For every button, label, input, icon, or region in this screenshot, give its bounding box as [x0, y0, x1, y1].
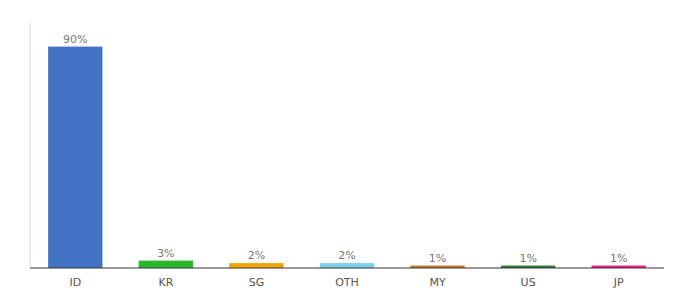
data-label: 1%	[429, 252, 446, 265]
y-axis-line	[30, 22, 31, 268]
data-label: 1%	[519, 252, 536, 265]
x-tick-label: JP	[613, 276, 624, 289]
x-tick-label: OTH	[335, 276, 359, 289]
bar	[139, 261, 193, 268]
x-tick-label: ID	[69, 276, 81, 289]
x-axis-line	[30, 268, 664, 269]
x-tick-label: MY	[429, 276, 445, 289]
bars	[48, 47, 646, 268]
chart-container: 90% 3% 2% 2% 1% 1% 1% ID KR SG OTH MY US JP	[0, 0, 680, 300]
data-label: 2%	[248, 249, 265, 262]
bar	[320, 263, 374, 268]
bar	[229, 263, 283, 268]
bar	[48, 47, 102, 268]
chart-svg: 90% 3% 2% 2% 1% 1% 1% ID KR SG OTH MY US JP	[0, 0, 680, 300]
x-tick-label: SG	[249, 276, 265, 289]
data-label: 90%	[63, 33, 87, 46]
data-label: 1%	[610, 252, 627, 265]
data-label: 3%	[157, 247, 174, 260]
data-label: 2%	[338, 249, 355, 262]
x-tick-label: KR	[158, 276, 173, 289]
x-tick-label: US	[521, 276, 536, 289]
